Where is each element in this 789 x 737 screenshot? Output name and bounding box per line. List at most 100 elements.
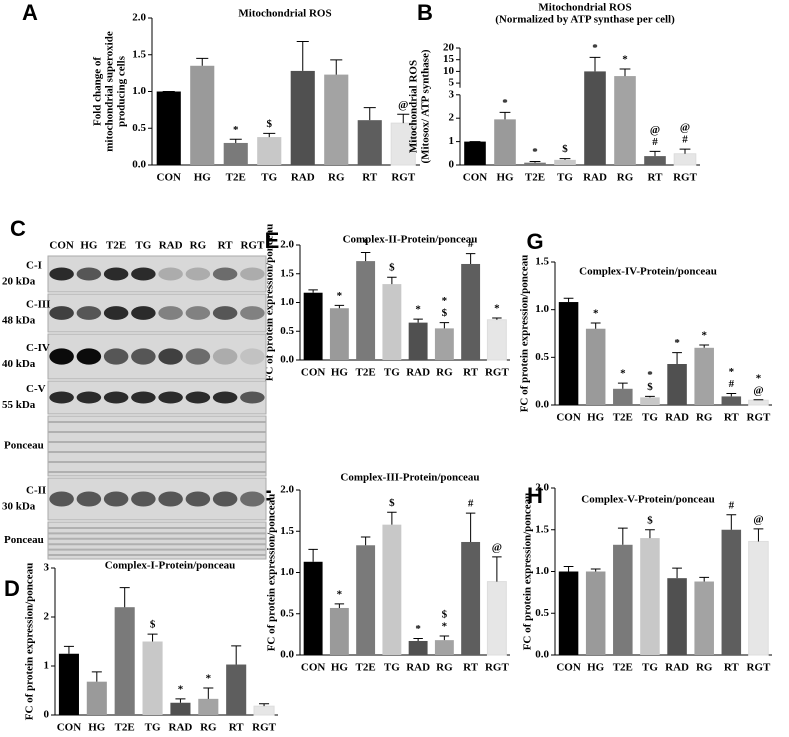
x-tick-label: RG [696,662,713,674]
panel-letter: D [4,576,20,601]
y-tick-label: 2 [449,112,455,124]
x-tick-label: RGT [485,662,510,674]
x-tick-label: TG [557,172,573,184]
significance-mark: @ [753,384,763,396]
y-axis-label: FC of protein expression/ponceau [522,493,534,651]
error-bar [297,42,309,71]
error-bar [231,646,241,665]
panel-letter: B [417,0,433,25]
x-tick-label: RAD [291,172,315,184]
significance-mark: * [620,368,626,380]
x-tick-label: T2E [226,172,246,184]
error-bar [492,557,501,582]
error-bar [618,528,628,545]
significance-mark: # [682,134,688,146]
bar [586,329,606,405]
y-tick-label: 1 [44,660,50,672]
bar [464,142,486,165]
bar [358,120,382,165]
error-bar [530,161,541,162]
x-tick-label: T2E [115,722,135,732]
blot-band [158,348,183,364]
blot-band [77,392,102,404]
y-tick-label: 2 [44,611,50,623]
significance-mark: * [206,673,212,685]
x-tick-label: RGT [747,662,772,674]
error-bar [699,345,709,348]
significance-mark: * [532,146,538,158]
x-tick-label: RAD [665,662,689,674]
bar [330,308,349,360]
bar [749,400,769,405]
bar [59,654,79,715]
y-tick-label: 0.5 [280,325,294,337]
bar [170,703,190,715]
blot-label: C-III [26,299,50,311]
error-bar [466,513,475,542]
chart-title: Mitochondrial ROS [238,8,331,20]
blot-band [49,392,74,404]
x-tick-label: RAD [406,367,430,379]
panel-letter: C [10,216,26,241]
x-tick-label: RG [436,367,453,379]
blot-band [186,268,211,281]
bar [584,71,606,165]
y-tick-label: 1.5 [535,523,549,535]
chart-title: Complex-III-Protein/ponceau [340,472,479,484]
error-bar [364,108,376,120]
bar [198,699,218,715]
error-bar [387,277,396,284]
significance-mark: * [415,304,421,316]
bar [291,71,315,165]
y-tick-label: 2.0 [280,484,294,496]
significance-mark: $ [267,118,273,130]
x-tick-label: RAD [665,412,689,424]
significance-mark: * [415,623,421,635]
blot-band [77,348,102,364]
y-tick-label: 1.5 [132,48,146,60]
error-bar [263,133,275,137]
error-bar [230,139,242,143]
significance-mark: # [729,499,735,511]
x-tick-label: TG [145,722,161,732]
bar [409,323,428,360]
x-tick-label: RG [436,662,453,674]
bar [667,364,687,405]
y-tick-label: 2.0 [280,239,294,251]
y-tick-label: 0 [449,159,455,171]
blot-band [104,491,129,506]
x-tick-label: TG [642,412,658,424]
blot-band [240,491,265,506]
bar [559,302,579,405]
blot-band [186,306,211,320]
bar [749,541,769,655]
error-bar [564,566,574,571]
bar [143,642,163,716]
y-tick-label: 1.0 [280,296,294,308]
significance-mark: # [468,238,474,250]
significance-mark: @ [753,513,763,525]
y-tick-label: 15 [443,53,455,65]
blot-size: 30 kDa [2,501,36,513]
significance-mark: $ [442,307,448,319]
blot-size: 40 kDa [2,358,36,370]
x-tick-label: RT [362,172,378,184]
y-tick-label: 0.5 [535,607,549,619]
bar [330,608,349,655]
bar [694,582,714,655]
x-tick-label: CON [463,172,488,184]
blot-band [158,491,183,506]
x-tick-label: RT [648,172,664,184]
y-tick-label: 0.0 [280,649,294,661]
y-tick-label: 1.0 [280,566,294,578]
lane-label: CON [49,240,74,252]
x-tick-label: T2E [525,172,545,184]
blot-band [158,392,183,404]
significance-mark: @ [492,541,502,553]
error-bar [120,588,130,608]
y-tick-label: 5 [449,77,455,89]
error-bar [335,604,344,608]
x-tick-label: RGT [747,412,772,424]
blot-size: 55 kDa [2,399,36,411]
